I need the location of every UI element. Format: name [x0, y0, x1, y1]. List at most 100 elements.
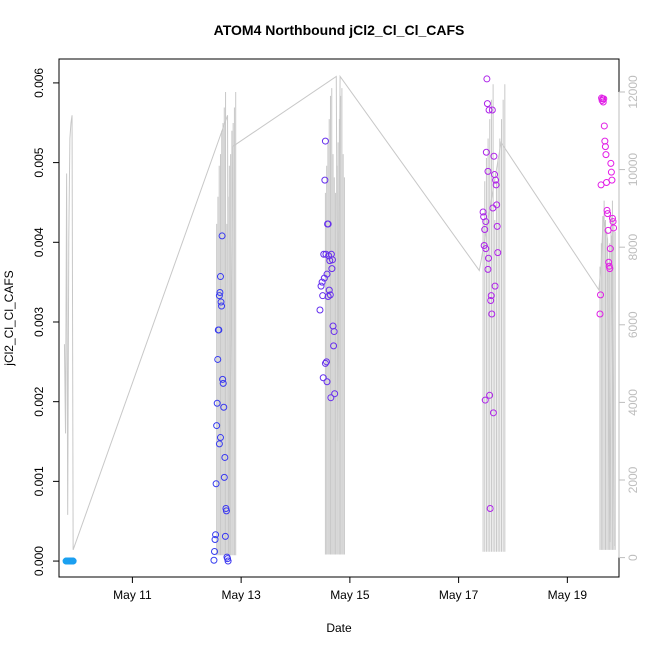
scatter-point — [482, 218, 490, 226]
scatter-point — [324, 220, 332, 228]
scatter-point — [322, 358, 330, 366]
x-tick-label: May 17 — [439, 588, 479, 602]
y2-tick-label: 10000 — [626, 153, 640, 187]
y2-tick-label: 6000 — [626, 311, 640, 338]
x-tick-label: May 11 — [113, 588, 152, 602]
y2-tick-label: 12000 — [626, 75, 640, 109]
scatter-point — [222, 507, 230, 515]
x-axis: May 11 May 13 May 15 May 17 May 19 — [113, 577, 587, 602]
scatter-point — [217, 298, 225, 306]
scatter-point — [214, 355, 222, 363]
secondary-line-series — [63, 74, 616, 556]
scatter-point — [491, 282, 499, 290]
scatter-point — [486, 391, 494, 399]
scatter-point — [224, 557, 232, 565]
scatter-point — [330, 342, 338, 350]
x-tick-label: May 13 — [221, 588, 261, 602]
scatter-point — [488, 310, 496, 318]
scatter-point — [212, 480, 220, 488]
scatter-point — [321, 359, 329, 367]
x-axis-label: Date — [326, 621, 352, 635]
scatter-point — [490, 152, 498, 160]
scatter-point — [216, 434, 224, 442]
scatter-point — [215, 326, 223, 334]
scatter-point — [481, 226, 489, 234]
scatter-point — [485, 254, 493, 262]
scatter-point — [604, 210, 612, 218]
scatter-point — [215, 440, 223, 448]
y-tick-label: 0.004 — [32, 227, 46, 257]
scatter-point — [212, 531, 220, 539]
x-tick-label: May 19 — [548, 588, 588, 602]
scatter-point — [606, 245, 614, 253]
scatter-point — [489, 409, 497, 417]
scatter-point — [218, 302, 226, 310]
scatter-point — [597, 291, 605, 299]
x-tick-label: May 15 — [330, 588, 370, 602]
y-tick-label: 0.005 — [32, 147, 46, 177]
scatter-point — [601, 137, 609, 145]
scatter-point — [221, 453, 229, 461]
y2-tick-label: 8000 — [626, 234, 640, 261]
scatter-point — [606, 265, 614, 273]
scatter-point — [213, 399, 221, 407]
scatter-point — [482, 245, 490, 253]
scatter-point — [605, 258, 613, 266]
scatter-point — [320, 250, 328, 258]
scatter-point — [484, 167, 492, 175]
scatter-point — [488, 106, 496, 114]
scatter-point — [608, 176, 616, 184]
scatter-point — [210, 556, 218, 564]
scatter-point — [494, 249, 502, 257]
scatter-point — [490, 171, 498, 179]
scatter-point — [318, 278, 326, 286]
scatter-point — [220, 403, 228, 411]
scatter-point — [608, 214, 616, 222]
scatter-point — [325, 286, 333, 294]
scatter-point — [321, 176, 329, 184]
scatter-point — [210, 547, 218, 555]
y-tick-label: 0.003 — [32, 307, 46, 337]
scatter-point — [219, 375, 227, 383]
scatter-point — [317, 282, 325, 290]
scatter-point — [607, 168, 615, 176]
scatter-point — [481, 396, 489, 404]
scatter-point — [220, 473, 228, 481]
scatter-point — [218, 232, 226, 240]
y-tick-label: 0.000 — [32, 546, 46, 576]
y-axis-label: jCl2_Cl_Cl_CAFS — [2, 270, 16, 366]
scatter-point — [216, 288, 224, 296]
y-tick-label: 0.001 — [32, 466, 46, 496]
scatter-point — [215, 292, 223, 300]
scatter-point — [319, 374, 327, 382]
scatter-point — [219, 379, 227, 387]
scatter-point — [323, 270, 331, 278]
scatter-point — [328, 265, 336, 273]
scatter-point — [221, 532, 229, 540]
scatter-point — [321, 137, 329, 145]
scatter-point — [487, 292, 495, 300]
scatter-point — [599, 98, 607, 106]
scatter-point — [484, 265, 492, 273]
scatter-point — [485, 106, 493, 114]
scatter-point — [486, 504, 494, 512]
y2-tick-label: 2000 — [626, 466, 640, 493]
scatter-point — [596, 310, 604, 318]
y2-tick-label: 0 — [626, 554, 640, 561]
scatter-point — [601, 143, 609, 151]
scatter-point — [602, 151, 610, 159]
scatter-point — [316, 306, 324, 314]
scatter-point — [482, 148, 490, 156]
y2-tick-label: 4000 — [626, 389, 640, 416]
y-axis-left: 0.000 0.001 0.002 0.003 0.004 0.005 0.006 — [32, 68, 59, 576]
scatter-point — [492, 181, 500, 189]
scatter-point — [610, 224, 618, 232]
scatter-point — [493, 222, 501, 230]
scatter-point — [328, 256, 336, 264]
scatter-point — [331, 390, 339, 398]
y-axis-right: 0 2000 4000 6000 8000 10000 12000 — [618, 75, 640, 561]
y-tick-label: 0.002 — [32, 386, 46, 416]
scatter-point — [330, 328, 338, 336]
scatter-point — [324, 292, 332, 300]
